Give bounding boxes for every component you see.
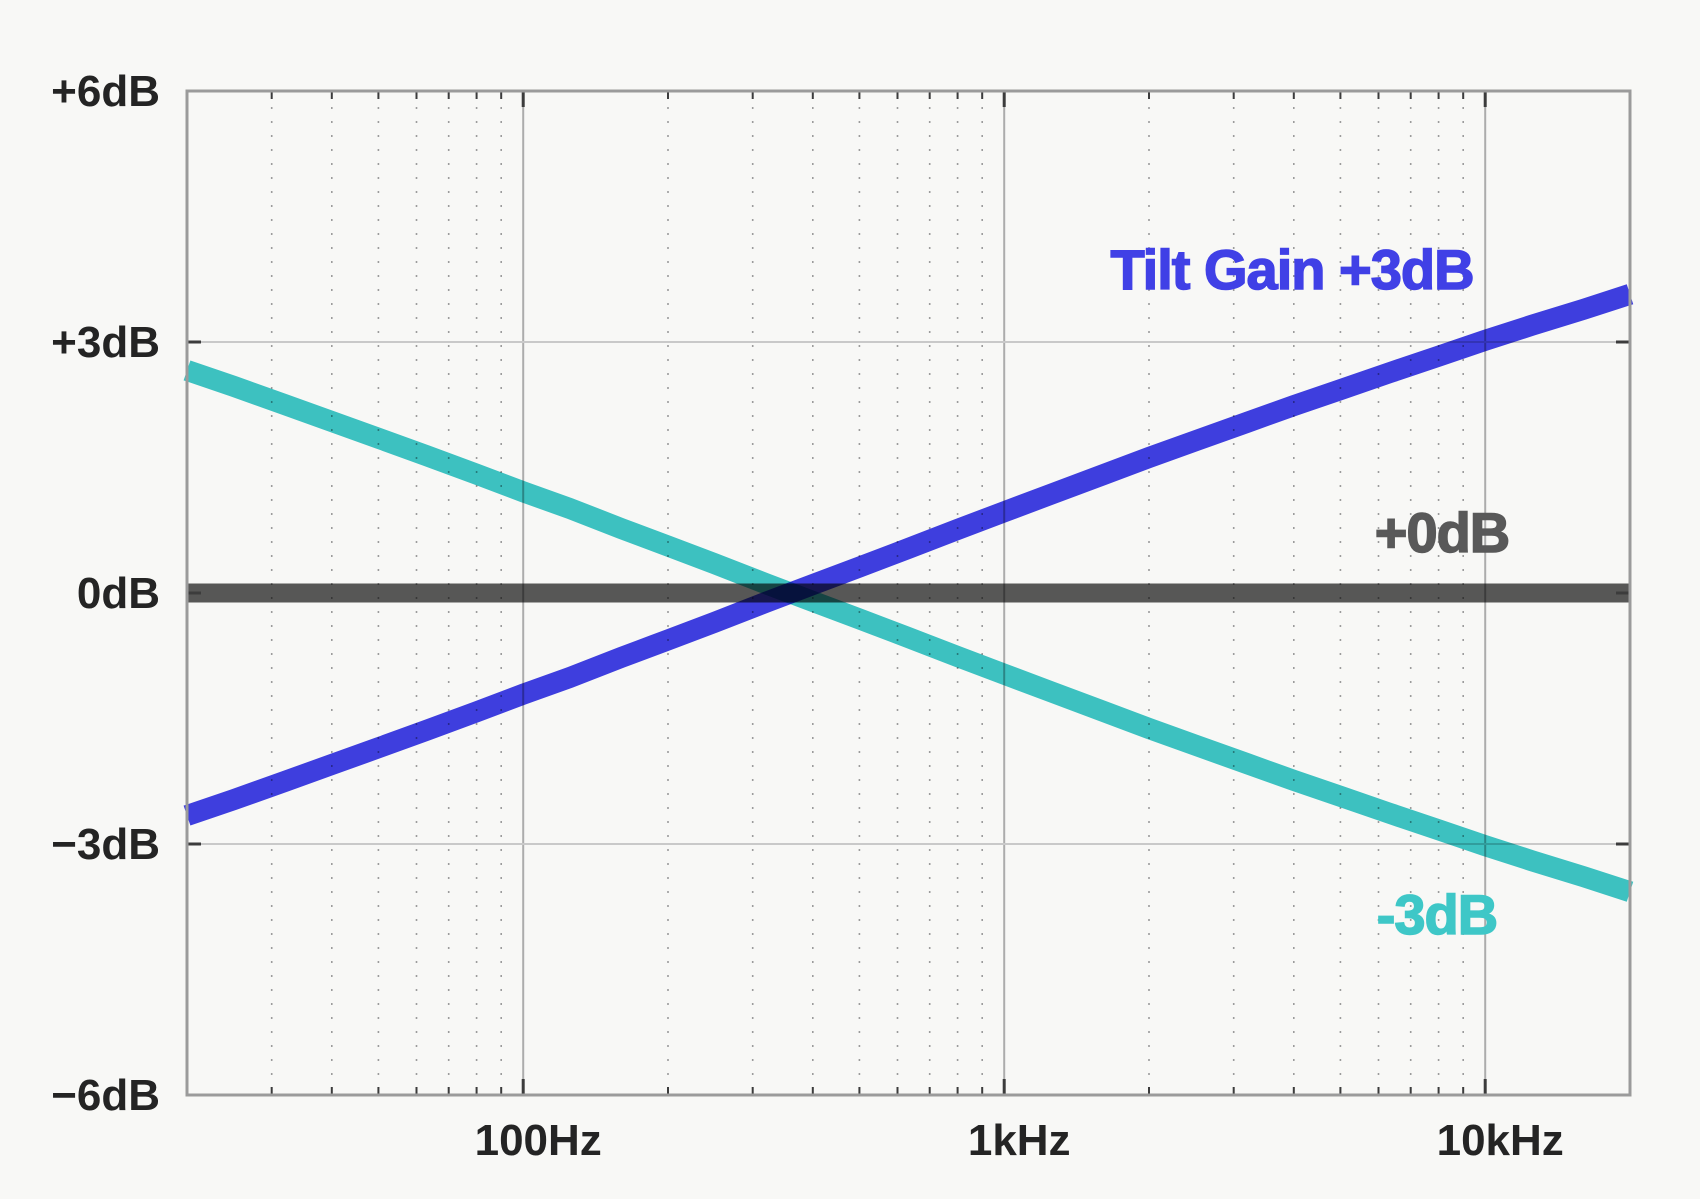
y-tick-label-minus3: −3dB (51, 820, 160, 869)
x-tick-label-100hz: 100Hz (475, 1116, 602, 1165)
y-tick-label-minus6: −6dB (51, 1071, 160, 1120)
y-tick-label-plus3: +3dB (51, 318, 160, 367)
y-axis-labels: +6dB +3dB 0dB −3dB −6dB (51, 67, 160, 1120)
plot-border (185, 89, 1632, 1097)
series-curves (183, 284, 1634, 902)
x-tick-label-1khz: 1kHz (968, 1116, 1071, 1165)
annotation-minus3db: -3dB (1377, 883, 1497, 946)
x-axis-labels: 100Hz 1kHz 10kHz (475, 1116, 1564, 1165)
annotation-plus0db: +0dB (1375, 501, 1510, 564)
y-tick-label-zero: 0dB (77, 569, 160, 618)
y-tick-label-plus6: +6dB (51, 67, 160, 116)
annotation-tilt-gain-plus3db: Tilt Gain +3dB (1110, 238, 1473, 301)
x-tick-label-10khz: 10kHz (1437, 1116, 1564, 1165)
curve-annotations: Tilt Gain +3dB +0dB -3dB (1110, 237, 1511, 947)
